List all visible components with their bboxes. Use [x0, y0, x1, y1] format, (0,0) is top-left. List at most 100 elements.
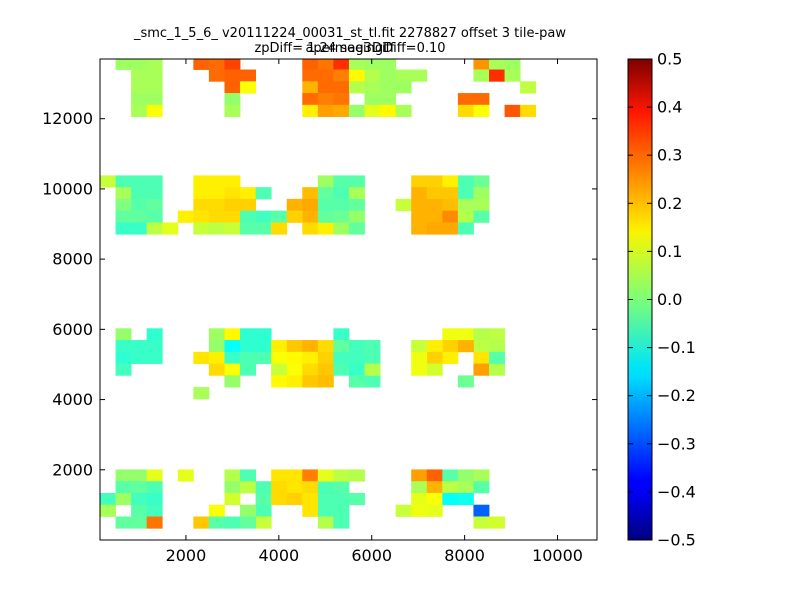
heatmap-cell	[286, 492, 303, 506]
heatmap-cell	[131, 93, 148, 106]
heatmap-cell	[348, 187, 365, 200]
y-tick-label: 6000	[52, 320, 93, 339]
heatmap-cell	[115, 222, 132, 235]
heatmap-cell	[348, 175, 365, 188]
heatmap-cell	[317, 504, 334, 517]
heatmap-cell	[208, 198, 225, 212]
heatmap-cell	[317, 104, 334, 117]
heatmap-cell	[442, 222, 459, 235]
heatmap-cell	[271, 340, 288, 353]
heatmap-cell	[364, 104, 381, 117]
heatmap-cell	[208, 504, 225, 517]
heatmap-cell	[333, 69, 350, 82]
heatmap-cell	[333, 481, 350, 494]
heatmap-cell	[457, 481, 474, 494]
heatmap-cell	[255, 516, 272, 529]
heatmap-cell	[473, 175, 490, 188]
heatmap-cell	[146, 481, 163, 494]
heatmap-cell	[224, 328, 241, 341]
heatmap-cell	[457, 469, 474, 482]
heatmap-cell	[131, 481, 148, 494]
heatmap-cell	[302, 375, 319, 388]
heatmap-cell	[131, 210, 148, 223]
heatmap-cell	[317, 81, 334, 94]
heatmap-cell	[317, 481, 334, 494]
heatmap-cell	[224, 59, 241, 70]
heatmap-cell	[333, 210, 350, 223]
heatmap-cell	[473, 504, 490, 517]
heatmap-cell	[255, 481, 272, 494]
heatmap-cell	[348, 492, 365, 506]
heatmap-cell	[302, 492, 319, 506]
heatmap-cell	[457, 198, 474, 212]
heatmap-cell	[131, 516, 148, 529]
y-tick-label: 10000	[42, 179, 93, 198]
heatmap-cell	[333, 328, 350, 341]
heatmap-cell	[442, 175, 459, 188]
heatmap-cell	[115, 198, 132, 212]
heatmap-cell	[473, 481, 490, 494]
heatmap-cell	[426, 363, 443, 376]
heatmap-cell	[208, 516, 225, 529]
heatmap-cell	[286, 375, 303, 388]
heatmap-cell	[364, 340, 381, 353]
heatmap-cell	[240, 516, 256, 529]
heatmap-cell	[473, 187, 490, 200]
heatmap-cell	[131, 340, 148, 353]
heatmap-cell	[442, 481, 459, 494]
heatmap-cell	[131, 198, 148, 212]
heatmap-cell	[442, 469, 459, 482]
heatmap-cell	[333, 104, 350, 117]
heatmap-cell	[333, 175, 350, 188]
heatmap-cell	[317, 69, 334, 82]
heatmap-cell	[240, 328, 256, 341]
heatmap-cell	[224, 81, 241, 94]
heatmap-cell	[380, 93, 397, 106]
heatmap-cells	[100, 59, 537, 529]
heatmap-cell	[115, 481, 132, 494]
heatmap-cell	[224, 198, 241, 212]
heatmap-cell	[411, 187, 428, 200]
heatmap-cell	[473, 93, 490, 106]
heatmap-cell	[131, 492, 148, 506]
heatmap-cell	[457, 187, 474, 200]
heatmap-cell	[364, 69, 381, 82]
heatmap-cell	[426, 469, 443, 482]
heatmap-cell	[442, 492, 459, 506]
heatmap-cell	[193, 198, 210, 212]
heatmap-cell	[208, 328, 225, 341]
heatmap-cell	[115, 210, 132, 223]
heatmap-cell	[224, 340, 241, 353]
heatmap-cell	[411, 198, 428, 212]
heatmap-cell	[240, 504, 256, 517]
heatmap-cell	[411, 340, 428, 353]
heatmap-cell	[333, 492, 350, 506]
heatmap-cell	[177, 210, 194, 223]
heatmap-cell	[224, 516, 241, 529]
heatmap-cell	[333, 198, 350, 212]
heatmap-cell	[302, 93, 319, 106]
heatmap-cell	[131, 504, 148, 517]
heatmap-cell	[395, 69, 412, 82]
heatmap-cell	[317, 187, 334, 200]
heatmap-cell	[208, 363, 225, 376]
heatmap-cell	[271, 481, 288, 494]
x-axis: 2000 4000 6000 8000 10000	[166, 59, 583, 565]
heatmap-cell	[348, 375, 365, 388]
heatmap-cell	[115, 516, 132, 529]
heatmap-cell	[302, 481, 319, 494]
heatmap-cell	[162, 222, 179, 235]
colorbar-tick-label: −0.5	[657, 531, 696, 550]
heatmap-cell	[473, 59, 490, 70]
heatmap-cell	[395, 198, 412, 212]
heatmap-cell	[208, 69, 225, 82]
heatmap-cell	[411, 481, 428, 494]
heatmap-cell	[457, 175, 474, 188]
x-tick-label: 10000	[532, 546, 583, 565]
heatmap-cell	[489, 516, 505, 529]
heatmap-cell	[224, 69, 241, 82]
heatmap-cell	[224, 363, 241, 376]
colorbar-tick-label: 0.5	[657, 50, 682, 69]
heatmap-cell	[333, 59, 350, 70]
heatmap-cell	[286, 481, 303, 494]
